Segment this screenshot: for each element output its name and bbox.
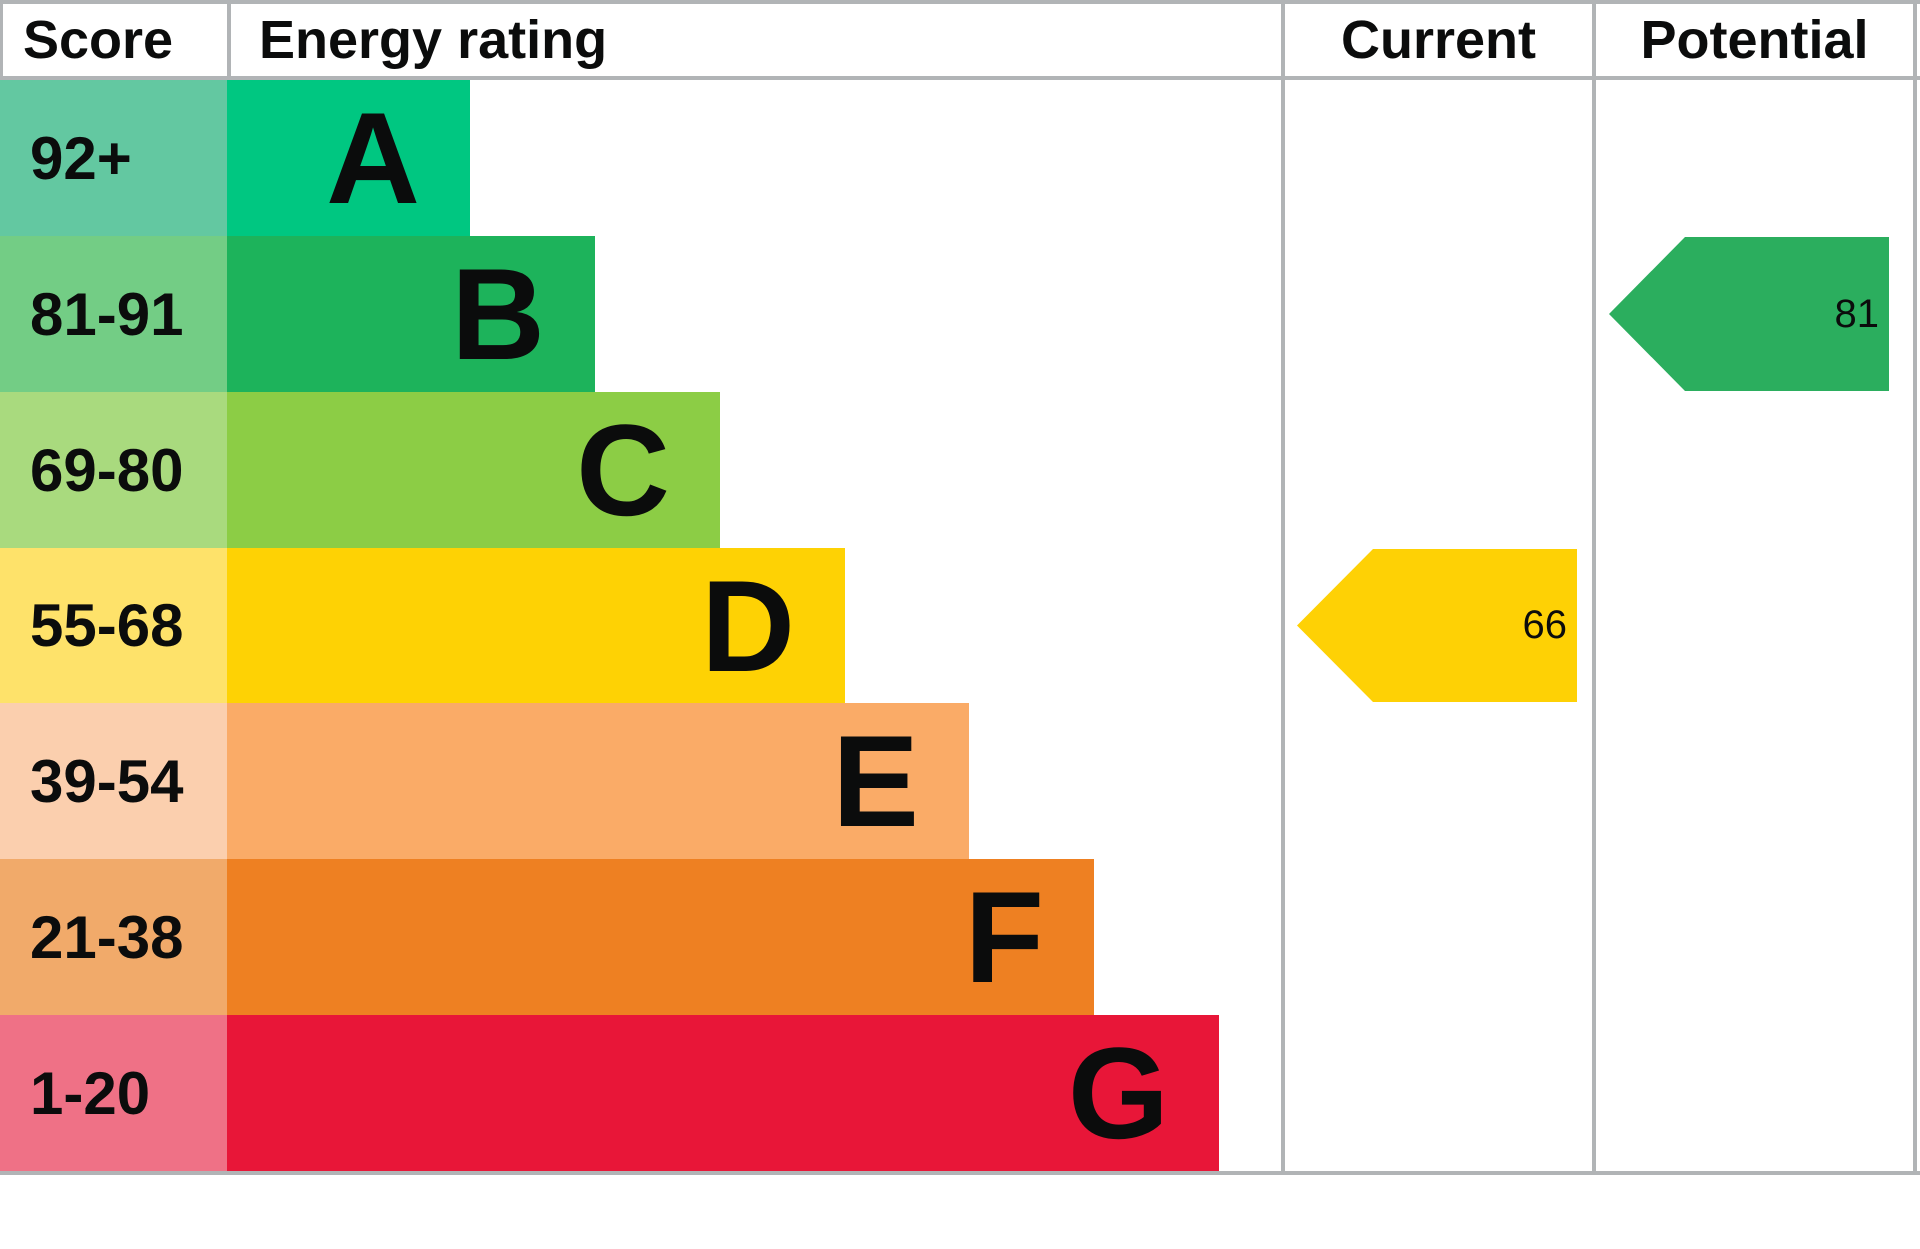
potential-rating-arrow: 81 xyxy=(1609,237,1889,391)
band-letter-g: G xyxy=(1067,1020,1169,1166)
grid-line-right xyxy=(1913,0,1917,1175)
band-letter-c: C xyxy=(576,397,670,543)
band-bar-e: E xyxy=(227,703,969,859)
band-row-g: 1-20 G xyxy=(0,1015,1219,1171)
grid-line-score-divider xyxy=(227,0,231,80)
score-range-c: 69-80 xyxy=(0,392,227,548)
band-letter-a: A xyxy=(326,85,420,231)
band-bar-b: B xyxy=(227,236,595,392)
potential-rating-value: 81 xyxy=(1834,291,1880,336)
band-letter-b: B xyxy=(451,241,545,387)
band-bar-f: F xyxy=(227,859,1094,1015)
score-range-f: 21-38 xyxy=(0,859,227,1015)
band-bar-d: D xyxy=(227,548,845,703)
band-bar-a: A xyxy=(227,80,470,236)
band-row-c: 69-80 C xyxy=(0,392,720,548)
grid-line-top xyxy=(0,0,1920,4)
band-letter-d: D xyxy=(701,552,795,699)
band-bar-g: G xyxy=(227,1015,1219,1171)
band-row-f: 21-38 F xyxy=(0,859,1094,1015)
column-header-current: Current xyxy=(1340,10,1536,70)
grid-line-left xyxy=(0,0,3,80)
grid-line-current-column xyxy=(1281,0,1285,1175)
column-header-potential: Potential xyxy=(1640,10,1869,70)
grid-line-potential-column xyxy=(1592,0,1596,1175)
column-header-energy-rating: Energy rating xyxy=(259,10,608,70)
band-row-b: 81-91 B xyxy=(0,236,595,392)
band-letter-e: E xyxy=(832,708,919,854)
band-row-a: 92+ A xyxy=(0,80,470,236)
band-row-e: 39-54 E xyxy=(0,703,969,859)
score-range-a: 92+ xyxy=(0,80,227,236)
grid-line-chart-bottom xyxy=(0,1171,1920,1175)
column-header-score: Score xyxy=(23,10,174,70)
score-range-b: 81-91 xyxy=(0,236,227,392)
score-range-d: 55-68 xyxy=(0,548,227,703)
grid-line-header-bottom xyxy=(0,76,1920,80)
score-range-g: 1-20 xyxy=(0,1015,227,1171)
score-range-e: 39-54 xyxy=(0,703,227,859)
current-rating-value: 66 xyxy=(1522,603,1568,647)
current-rating-arrow: 66 xyxy=(1297,549,1577,702)
band-letter-f: F xyxy=(964,864,1044,1010)
band-row-d: 55-68 D xyxy=(0,548,845,703)
band-bar-c: C xyxy=(227,392,720,548)
